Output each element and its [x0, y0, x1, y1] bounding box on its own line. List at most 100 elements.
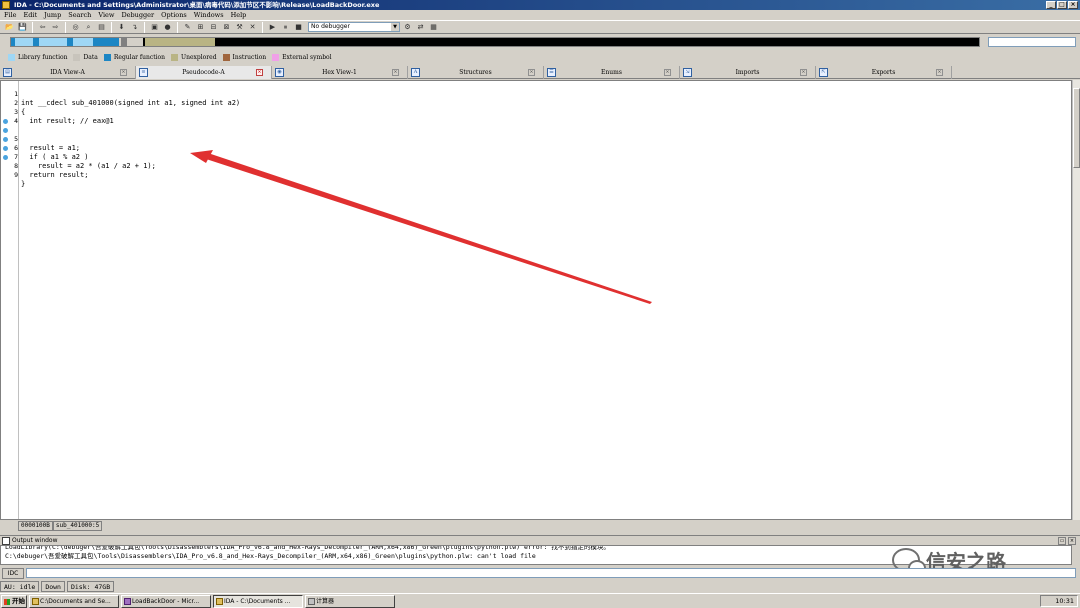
toolbar-separator	[262, 21, 263, 33]
menu-debugger[interactable]: Debugger	[121, 11, 155, 19]
menu-edit[interactable]: Edit	[23, 11, 38, 19]
idc-button[interactable]: IDC	[2, 567, 24, 579]
close-icon[interactable]: ×	[936, 69, 943, 76]
tab-pseudocode-a[interactable]: ≡ Pseudocode-A ×	[136, 66, 272, 79]
close-icon[interactable]: ×	[1068, 537, 1076, 545]
scrollbar-thumb[interactable]	[1073, 88, 1080, 168]
code-line[interactable]: 8 return result;	[1, 144, 1001, 179]
pause-icon[interactable]: ⏸	[283, 22, 288, 31]
code-line[interactable]: 6 if ( a1 % a2 )	[1, 126, 1001, 161]
segment-icon[interactable]: ⊠	[223, 23, 230, 31]
debugger-select[interactable]: No debugger ▼	[308, 22, 400, 32]
code-line[interactable]: 4	[1, 108, 1001, 125]
pseudocode-view[interactable]: 1 int __cdecl sub_401000(signed int a1, …	[0, 80, 1072, 520]
command-input[interactable]	[26, 568, 1076, 578]
breakpoint-dot-icon[interactable]	[3, 119, 8, 124]
tab-imports[interactable]: ⇲ Imports ×	[680, 66, 816, 79]
taskbar: 开始 C:\Documents and Se... LoadBackDoor -…	[0, 593, 1080, 608]
code-line[interactable]: 9 }	[1, 153, 1001, 188]
back-icon[interactable]: ⇦	[39, 23, 46, 31]
navigation-dropdown[interactable]	[988, 37, 1076, 47]
menu-search[interactable]: Search	[68, 11, 92, 19]
code-text[interactable]: }	[21, 180, 26, 188]
code-line[interactable]: 5 result = a1;	[1, 117, 1001, 152]
breakpoint-dot-icon[interactable]	[3, 128, 8, 133]
legend-item: Library function	[8, 53, 67, 61]
start-button[interactable]: 开始	[1, 594, 27, 608]
taskbar-item[interactable]: 计算器	[305, 594, 395, 608]
search-text-icon[interactable]: ⌕	[86, 22, 91, 31]
attach-icon[interactable]: ⇄	[417, 23, 424, 31]
toolbar-separator	[111, 21, 112, 33]
breakpoint-dot-icon[interactable]	[3, 146, 8, 151]
search-binary-icon[interactable]: ▤	[98, 23, 105, 31]
code-text[interactable]: int __cdecl sub_401000(signed int a1, si…	[21, 99, 241, 107]
menu-view[interactable]: View	[98, 11, 115, 19]
close-button[interactable]: ×	[1068, 1, 1078, 9]
code-text[interactable]: {	[21, 108, 26, 116]
restore-icon[interactable]: ▭	[1058, 537, 1066, 545]
debugger-select-value: No debugger	[311, 23, 350, 30]
code-text[interactable]: int result; // eax@1	[21, 117, 114, 125]
window-title-bar: IDA - C:\Documents and Settings\Administ…	[0, 0, 1080, 10]
taskbar-item[interactable]: LoadBackDoor - Micr...	[121, 594, 211, 608]
maximize-button[interactable]: □	[1057, 1, 1067, 9]
tab-label: Enums	[601, 69, 622, 76]
jump-icon[interactable]: ↴	[131, 23, 138, 31]
play-icon[interactable]: ▶	[269, 23, 276, 31]
breakpoint-dot-icon[interactable]	[3, 137, 8, 142]
close-icon[interactable]: ×	[800, 69, 807, 76]
taskbar-item[interactable]: IDA - C:\Documents ...	[213, 594, 303, 608]
breakpoint-dot-icon[interactable]	[3, 155, 8, 160]
close-icon[interactable]: ×	[392, 69, 399, 76]
tab-label: IDA View-A	[50, 69, 85, 76]
tab-exports[interactable]: ⇱ Exports ×	[816, 66, 952, 79]
binoculars-icon[interactable]: ◎	[72, 23, 79, 31]
edit-function-icon[interactable]: ✎	[184, 23, 191, 31]
structure-icon[interactable]: ⊞	[197, 23, 204, 31]
close-icon[interactable]: ×	[120, 69, 127, 76]
debug-settings-icon[interactable]: ⚙	[404, 23, 411, 31]
menu-jump[interactable]: Jump	[44, 11, 62, 19]
output-log[interactable]: LoadLibrary(C:\debuger\吾爱破解工具包\Tools\Dis…	[0, 545, 1072, 565]
graph-icon[interactable]: ▣	[151, 23, 158, 31]
menu-windows[interactable]: Windows	[193, 11, 224, 19]
code-line[interactable]: 3 int result; // eax@1	[1, 99, 1001, 125]
process-icon[interactable]: ▦	[430, 23, 437, 31]
close-icon[interactable]: ×	[664, 69, 671, 76]
tab-ida-view-a[interactable]: ▤ IDA View-A ×	[0, 66, 136, 79]
clock: 10:31	[1055, 597, 1074, 605]
forward-icon[interactable]: ⇨	[52, 23, 59, 31]
close-icon[interactable]: ×	[528, 69, 535, 76]
open-icon[interactable]: 📂	[5, 23, 14, 31]
code-text[interactable]: result = a2 * (a1 / a2 + 1);	[21, 162, 156, 170]
code-text[interactable]: result = a1;	[21, 144, 81, 152]
chevron-down-icon[interactable]: ▼	[391, 23, 399, 31]
code-line[interactable]: 7 result = a2 * (a1 / a2 + 1);	[1, 135, 1001, 170]
tab-structures[interactable]: A Structures ×	[408, 66, 544, 79]
download-icon[interactable]: ⬇	[118, 23, 125, 31]
run-script-icon[interactable]: ●	[164, 23, 171, 31]
code-text[interactable]: if ( a1 % a2 )	[21, 153, 89, 161]
code-line[interactable]: 1 int __cdecl sub_401000(signed int a1, …	[1, 81, 1001, 107]
save-icon[interactable]: 💾	[18, 23, 27, 31]
navigation-band[interactable]	[10, 37, 980, 47]
menu-options[interactable]: Options	[161, 11, 187, 19]
vertical-scrollbar[interactable]	[1072, 80, 1080, 520]
menu-file[interactable]: File	[4, 11, 17, 19]
menu-help[interactable]: Help	[230, 11, 247, 19]
code-line[interactable]: 2 {	[1, 90, 1001, 116]
close-icon[interactable]: ×	[256, 69, 263, 76]
patch-icon[interactable]: ⚒	[236, 23, 243, 31]
taskbar-item[interactable]: C:\Documents and Se...	[29, 594, 119, 608]
stop-icon[interactable]: ■	[295, 23, 302, 31]
tab-hex-view-1[interactable]: ◉ Hex View-1 ×	[272, 66, 408, 79]
folder-icon	[32, 597, 39, 605]
minimize-button[interactable]: _	[1046, 1, 1056, 9]
tab-enums[interactable]: ☰ Enums ×	[544, 66, 680, 79]
enum-icon[interactable]: ⊟	[210, 23, 217, 31]
code-text[interactable]: return result;	[21, 171, 89, 179]
taskbar-item-label: 计算器	[316, 597, 335, 605]
delete-icon[interactable]: ✕	[249, 23, 256, 31]
menu-bar: File Edit Jump Search View Debugger Opti…	[0, 10, 1080, 20]
